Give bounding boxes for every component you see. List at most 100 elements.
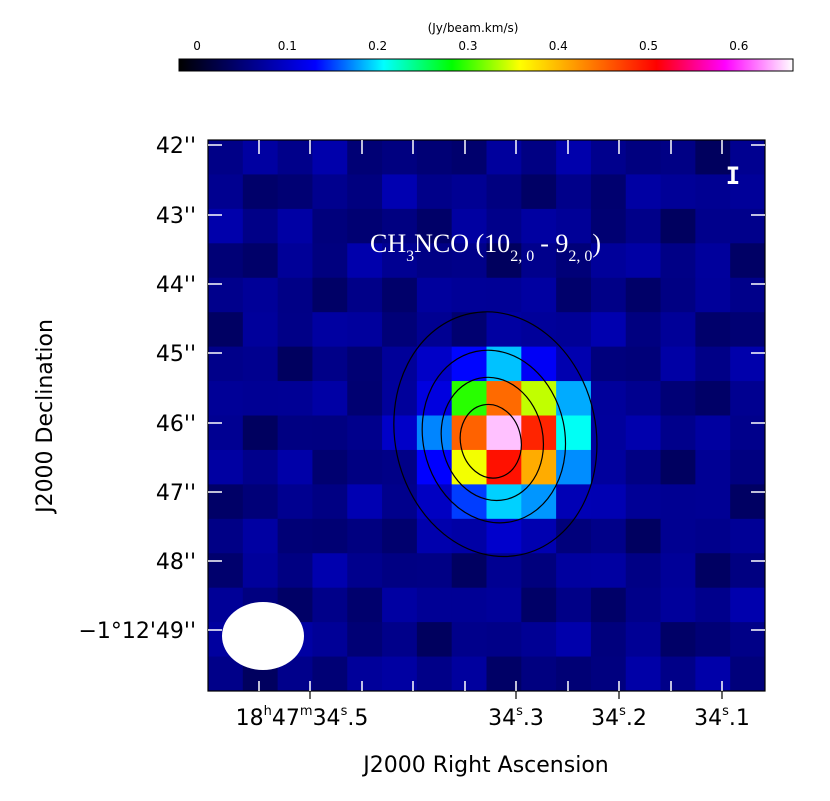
heat-cell bbox=[556, 622, 592, 658]
axis-ticks bbox=[208, 140, 765, 691]
heat-cell bbox=[730, 415, 765, 451]
heat-cell bbox=[312, 140, 348, 176]
heat-cell bbox=[660, 553, 696, 589]
heat-cell bbox=[347, 553, 383, 589]
y-tick-label-3: 45'' bbox=[156, 342, 196, 367]
colorbar-tick-label-6: 0.6 bbox=[729, 39, 748, 53]
heat-cell bbox=[242, 484, 279, 520]
heat-cell bbox=[382, 656, 418, 691]
heat-cell bbox=[486, 553, 522, 589]
title-molecule-suffix: NCO (10 bbox=[414, 229, 510, 258]
heat-cell bbox=[382, 208, 418, 244]
heat-cell bbox=[451, 346, 488, 382]
heat-cell bbox=[625, 656, 662, 691]
heat-cell bbox=[451, 243, 488, 279]
heat-cell bbox=[730, 656, 765, 691]
heat-cell bbox=[208, 243, 244, 279]
heat-cell bbox=[730, 518, 765, 554]
heat-cell bbox=[347, 312, 383, 348]
heat-cell bbox=[730, 587, 765, 623]
heat-cell bbox=[730, 449, 765, 485]
heat-cell bbox=[451, 208, 488, 244]
heat-cell bbox=[277, 208, 314, 244]
heat-cell bbox=[312, 346, 348, 382]
heat-cell bbox=[416, 484, 453, 520]
y-axis-label: J2000 Declination bbox=[33, 319, 58, 515]
heat-cell bbox=[625, 140, 662, 176]
heat-cell bbox=[382, 622, 418, 658]
heat-cell bbox=[277, 312, 314, 348]
heat-cell bbox=[347, 484, 383, 520]
heat-cell bbox=[730, 140, 765, 176]
heat-cell bbox=[382, 415, 418, 451]
heat-cell bbox=[382, 140, 418, 176]
title-close: ) bbox=[592, 229, 601, 258]
heat-cell bbox=[312, 208, 348, 244]
heat-cell bbox=[521, 174, 557, 210]
x-tick-label-0: 18h47m34s.5 bbox=[236, 704, 369, 731]
heat-cell bbox=[451, 484, 488, 520]
colorbar-tick-label-0: 0 bbox=[193, 39, 201, 53]
heat-cell bbox=[486, 208, 522, 244]
heat-cell bbox=[451, 518, 488, 554]
heat-cell bbox=[660, 346, 696, 382]
colorbar-tick-label-2: 0.2 bbox=[368, 39, 387, 53]
heat-cell bbox=[277, 415, 314, 451]
heat-cell bbox=[625, 381, 662, 417]
heat-cell bbox=[208, 553, 244, 589]
heat-cell bbox=[521, 346, 557, 382]
heat-cell bbox=[277, 381, 314, 417]
heat-cell bbox=[312, 553, 348, 589]
heat-cell bbox=[242, 174, 279, 210]
panel-label: I bbox=[726, 162, 740, 190]
heat-cell bbox=[695, 656, 731, 691]
heat-cell bbox=[556, 208, 592, 244]
heat-cell bbox=[242, 346, 279, 382]
heat-cell bbox=[382, 174, 418, 210]
heat-cell bbox=[556, 415, 592, 451]
heat-cell bbox=[695, 587, 731, 623]
heat-cell bbox=[277, 484, 314, 520]
heat-cell bbox=[695, 140, 731, 176]
heat-cell bbox=[660, 449, 696, 485]
heat-cell bbox=[312, 656, 348, 691]
heat-cell bbox=[625, 484, 662, 520]
heat-cell bbox=[625, 553, 662, 589]
heat-cell bbox=[347, 346, 383, 382]
heat-cell bbox=[277, 243, 314, 279]
colorbar-tick-label-5: 0.5 bbox=[639, 39, 658, 53]
heat-cell bbox=[730, 553, 765, 589]
heat-cell bbox=[312, 518, 348, 554]
heat-cell bbox=[590, 622, 627, 658]
colorbar-tick-labels: 0 0.1 0.2 0.3 0.4 0.5 0.6 bbox=[193, 39, 748, 63]
heat-cell bbox=[242, 140, 279, 176]
y-tick-label-6: 48'' bbox=[156, 550, 196, 575]
heat-cell bbox=[590, 518, 627, 554]
heat-cell bbox=[347, 174, 383, 210]
heat-cell bbox=[312, 243, 348, 279]
title-upper-sub: 2, 0 bbox=[510, 248, 534, 265]
heat-cell bbox=[277, 277, 314, 313]
heat-cell bbox=[486, 449, 522, 485]
heat-cell bbox=[695, 553, 731, 589]
contour-level-3 bbox=[459, 403, 522, 479]
heat-cell bbox=[416, 243, 453, 279]
heat-cell bbox=[590, 140, 627, 176]
heat-cell bbox=[242, 518, 279, 554]
heat-cell bbox=[382, 312, 418, 348]
heat-cell bbox=[625, 415, 662, 451]
heat-cell bbox=[625, 243, 662, 279]
heat-cell bbox=[521, 553, 557, 589]
heat-cell bbox=[382, 346, 418, 382]
heat-cell bbox=[347, 243, 383, 279]
heat-cell bbox=[416, 656, 453, 691]
heat-cell bbox=[451, 277, 488, 313]
heat-cell bbox=[590, 243, 627, 279]
heat-cell bbox=[590, 346, 627, 382]
map-panel: I CH3NCO (102, 0- 92, 0) bbox=[207, 139, 766, 692]
heat-cell bbox=[556, 140, 592, 176]
heat-cell bbox=[695, 312, 731, 348]
heat-cell bbox=[382, 243, 418, 279]
heat-cell bbox=[625, 208, 662, 244]
title-lower-sub: 2, 0 bbox=[568, 248, 592, 265]
